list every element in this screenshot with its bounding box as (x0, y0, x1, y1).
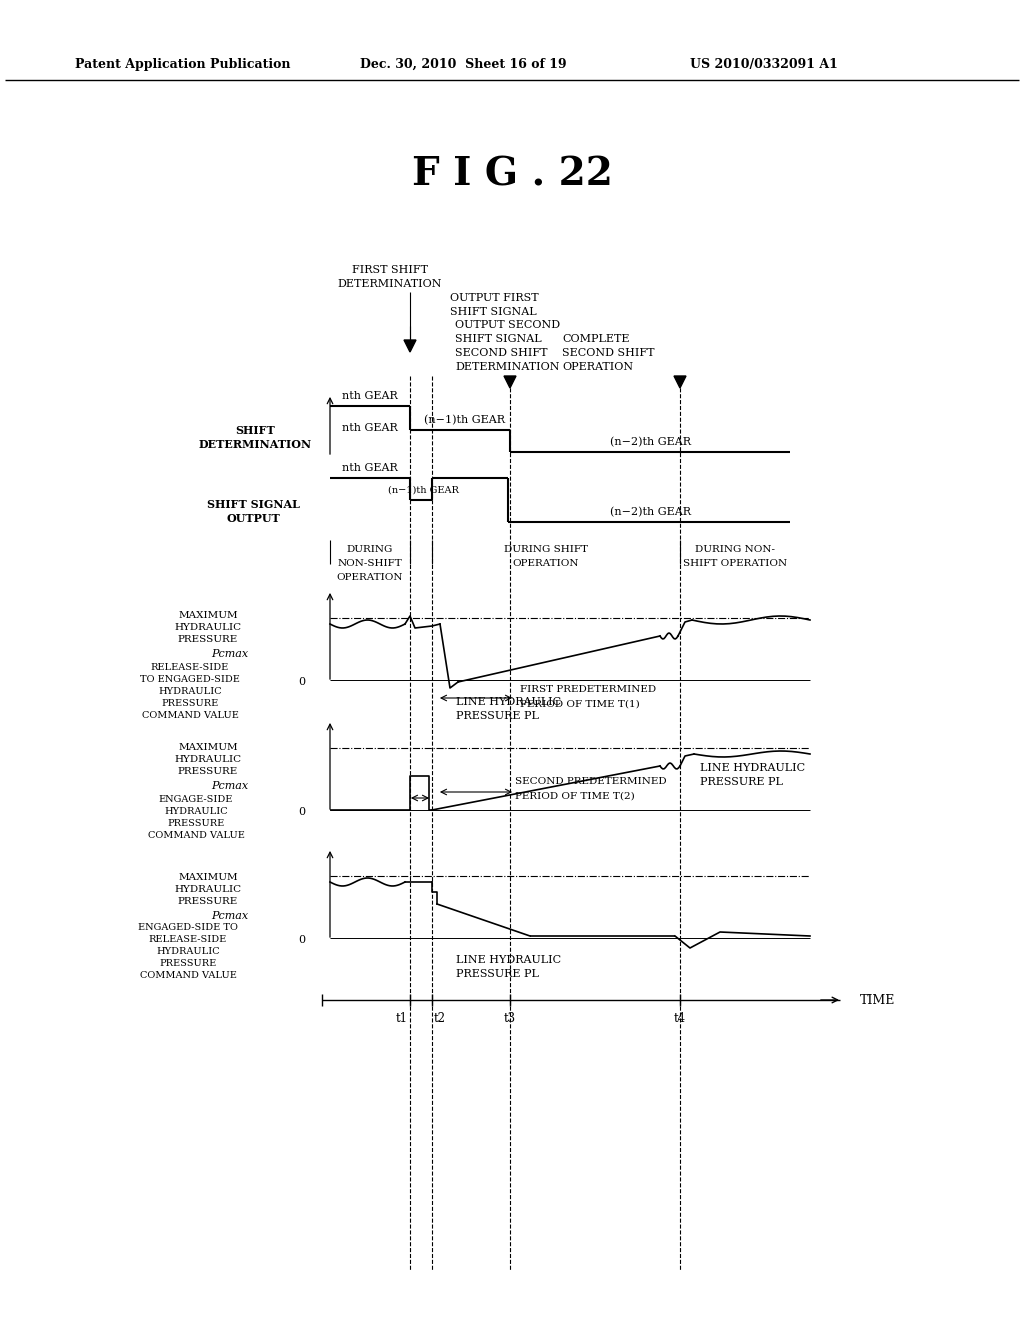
Text: PRESSURE: PRESSURE (162, 700, 219, 709)
Text: COMMAND VALUE: COMMAND VALUE (147, 832, 245, 841)
Text: 0: 0 (298, 935, 305, 945)
Text: SHIFT OPERATION: SHIFT OPERATION (683, 560, 787, 569)
Text: FIRST SHIFT: FIRST SHIFT (352, 265, 428, 275)
Text: HYDRAULIC: HYDRAULIC (158, 688, 222, 697)
Text: (n−2)th GEAR: (n−2)th GEAR (609, 507, 690, 517)
Text: HYDRAULIC: HYDRAULIC (174, 623, 242, 632)
Text: NON-SHIFT: NON-SHIFT (338, 560, 402, 569)
Text: OPERATION: OPERATION (513, 560, 580, 569)
Text: DETERMINATION: DETERMINATION (199, 438, 311, 450)
Text: LINE HYDRAULIC: LINE HYDRAULIC (700, 763, 805, 774)
Text: FIRST PREDETERMINED: FIRST PREDETERMINED (520, 685, 656, 694)
Text: (n−1)th GEAR: (n−1)th GEAR (387, 486, 459, 495)
Text: t4: t4 (674, 1011, 686, 1024)
Text: PRESSURE PL: PRESSURE PL (456, 969, 539, 979)
Text: US 2010/0332091 A1: US 2010/0332091 A1 (690, 58, 838, 71)
Text: SHIFT: SHIFT (236, 425, 274, 436)
Text: SECOND PREDETERMINED: SECOND PREDETERMINED (515, 777, 667, 787)
Text: 0: 0 (298, 807, 305, 817)
Text: HYDRAULIC: HYDRAULIC (174, 886, 242, 895)
Text: COMMAND VALUE: COMMAND VALUE (139, 972, 237, 981)
Text: PRESSURE: PRESSURE (178, 767, 239, 776)
Text: DETERMINATION: DETERMINATION (338, 279, 442, 289)
Text: HYDRAULIC: HYDRAULIC (174, 755, 242, 764)
Text: MAXIMUM: MAXIMUM (178, 611, 238, 620)
Text: Patent Application Publication: Patent Application Publication (75, 58, 291, 71)
Polygon shape (404, 341, 416, 352)
Text: ENGAGE-SIDE: ENGAGE-SIDE (159, 796, 233, 804)
Text: Dec. 30, 2010  Sheet 16 of 19: Dec. 30, 2010 Sheet 16 of 19 (360, 58, 566, 71)
Text: SHIFT SIGNAL: SHIFT SIGNAL (455, 334, 542, 345)
Text: SECOND SHIFT: SECOND SHIFT (562, 348, 654, 358)
Text: Pcmax: Pcmax (211, 649, 249, 659)
Text: Pcmax: Pcmax (211, 911, 249, 921)
Text: PRESSURE: PRESSURE (167, 820, 224, 829)
Text: PRESSURE PL: PRESSURE PL (456, 711, 539, 721)
Text: OPERATION: OPERATION (562, 362, 633, 372)
Text: TO ENGAGED-SIDE: TO ENGAGED-SIDE (140, 676, 240, 685)
Text: F I G . 22: F I G . 22 (412, 156, 612, 194)
Text: PERIOD OF TIME T(2): PERIOD OF TIME T(2) (515, 792, 635, 800)
Text: PRESSURE: PRESSURE (178, 898, 239, 907)
Text: PRESSURE: PRESSURE (178, 635, 239, 644)
Text: (n−2)th GEAR: (n−2)th GEAR (609, 437, 690, 447)
Text: Pcmax: Pcmax (211, 781, 249, 791)
Text: PRESSURE PL: PRESSURE PL (700, 777, 783, 787)
Text: DURING SHIFT: DURING SHIFT (504, 545, 588, 554)
Text: COMMAND VALUE: COMMAND VALUE (141, 711, 239, 721)
Text: SECOND SHIFT: SECOND SHIFT (455, 348, 548, 358)
Text: LINE HYDRAULIC: LINE HYDRAULIC (456, 954, 561, 965)
Text: nth GEAR: nth GEAR (342, 391, 398, 401)
Text: nth GEAR: nth GEAR (342, 422, 398, 433)
Text: OUTPUT SECOND: OUTPUT SECOND (455, 319, 560, 330)
Text: TIME: TIME (860, 994, 895, 1006)
Text: ENGAGED-SIDE TO: ENGAGED-SIDE TO (138, 924, 238, 932)
Text: HYDRAULIC: HYDRAULIC (164, 808, 227, 817)
Text: MAXIMUM: MAXIMUM (178, 874, 238, 883)
Text: PERIOD OF TIME T(1): PERIOD OF TIME T(1) (520, 700, 640, 709)
Text: RELEASE-SIDE: RELEASE-SIDE (151, 664, 229, 672)
Polygon shape (504, 376, 516, 388)
Text: OUTPUT: OUTPUT (226, 512, 280, 524)
Text: RELEASE-SIDE: RELEASE-SIDE (148, 936, 227, 945)
Text: SHIFT SIGNAL: SHIFT SIGNAL (450, 308, 537, 317)
Text: MAXIMUM: MAXIMUM (178, 743, 238, 752)
Text: COMPLETE: COMPLETE (562, 334, 630, 345)
Text: HYDRAULIC: HYDRAULIC (157, 948, 220, 957)
Text: LINE HYDRAULIC: LINE HYDRAULIC (456, 697, 561, 708)
Text: (n−1)th GEAR: (n−1)th GEAR (425, 414, 506, 425)
Text: 0: 0 (298, 677, 305, 686)
Text: DETERMINATION: DETERMINATION (455, 362, 559, 372)
Text: DURING: DURING (347, 545, 393, 554)
Text: OUTPUT FIRST: OUTPUT FIRST (450, 293, 539, 304)
Text: PRESSURE: PRESSURE (160, 960, 217, 969)
Text: t2: t2 (434, 1011, 446, 1024)
Text: SHIFT SIGNAL: SHIFT SIGNAL (207, 499, 299, 510)
Text: nth GEAR: nth GEAR (342, 463, 398, 473)
Polygon shape (674, 376, 686, 388)
Text: OPERATION: OPERATION (337, 573, 403, 582)
Text: t3: t3 (504, 1011, 516, 1024)
Text: DURING NON-: DURING NON- (695, 545, 775, 554)
Text: t1: t1 (396, 1011, 408, 1024)
